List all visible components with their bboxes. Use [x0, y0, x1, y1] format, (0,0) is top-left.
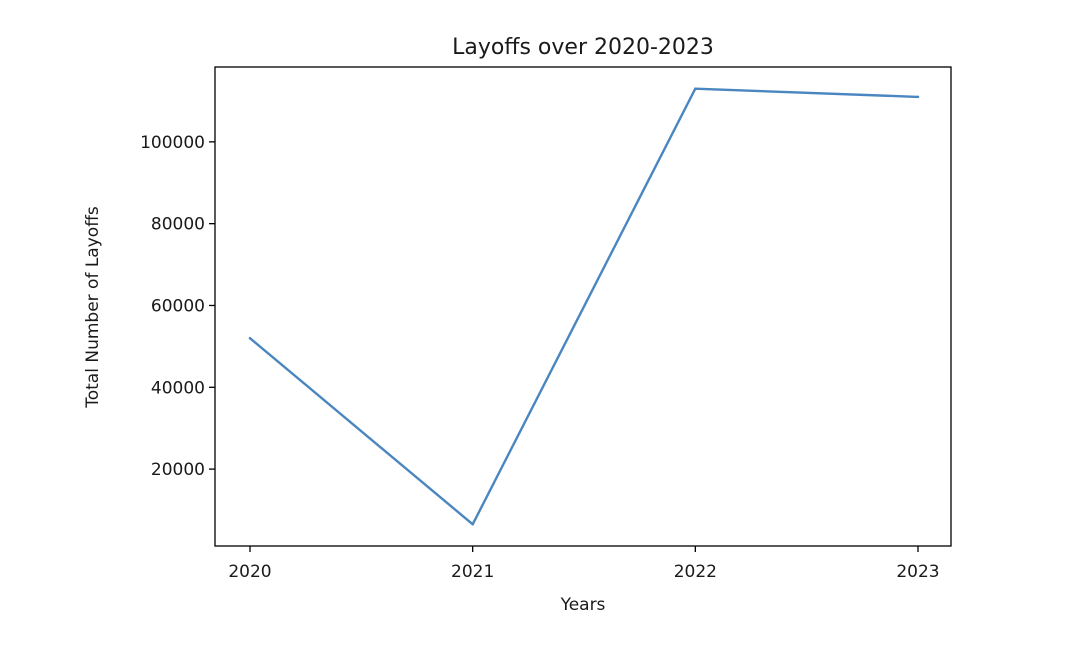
- x-axis-label: Years: [560, 595, 606, 615]
- x-tick-label: 2022: [674, 562, 717, 582]
- x-tick-label: 2020: [228, 562, 271, 582]
- y-tick-label: 40000: [151, 378, 205, 398]
- y-axis-label: Total Number of Layoffs: [83, 206, 103, 409]
- data-point: [471, 523, 474, 526]
- y-tick-label: 100000: [140, 133, 205, 153]
- y-tick-label: 20000: [151, 460, 205, 480]
- y-tick-label: 60000: [151, 296, 205, 316]
- plot-area: 20000 40000 60000 80000 100000 2020 2021 2022 20…: [140, 66, 952, 582]
- x-tick-label: 2023: [896, 562, 939, 582]
- y-tick-label: 80000: [151, 215, 205, 235]
- data-point: [916, 95, 920, 99]
- data-point: [248, 337, 252, 340]
- data-point: [694, 87, 697, 90]
- plot-frame: [214, 66, 952, 547]
- chart-title: Layoffs over 2020-2023: [452, 35, 714, 60]
- series-line: [248, 87, 920, 526]
- x-tick-label: 2021: [451, 562, 494, 582]
